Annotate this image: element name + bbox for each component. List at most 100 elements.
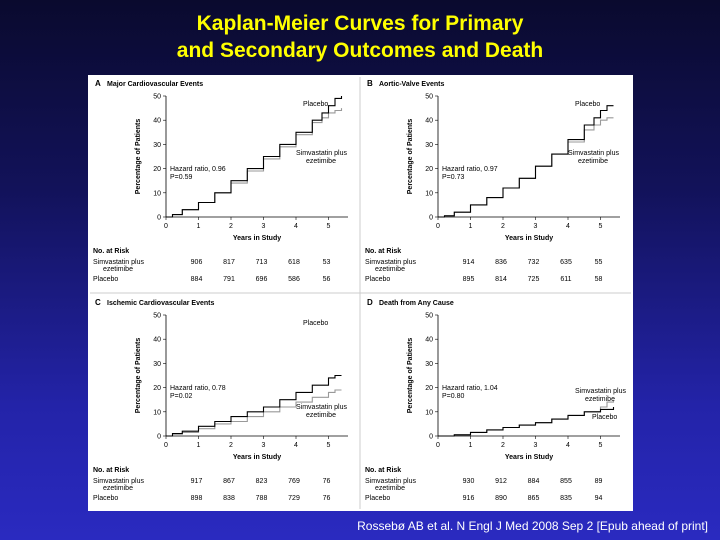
panel-d-letter: D [367, 298, 373, 307]
panel-c-title: Ischemic Cardiovascular Events [107, 300, 214, 307]
panel-b-ytick-label: 0 [429, 215, 433, 222]
panel-c-xlabel: Years in Study [233, 454, 281, 461]
panel-b-risk-placebo-value: 611 [560, 276, 571, 283]
panel-d-xtick-label: 4 [566, 442, 570, 449]
panel-a-xtick-label: 1 [197, 223, 201, 230]
panel-b-xtick-label: 4 [566, 223, 570, 230]
citation: Rossebø AB et al. N Engl J Med 2008 Sep … [357, 519, 708, 533]
panel-a-curve-placebo [166, 96, 343, 218]
panel-b-xtick-label: 5 [599, 223, 603, 230]
panel-d-risk-placebo-value: 865 [528, 495, 540, 502]
panel-c-xtick-label: 3 [262, 442, 266, 449]
panel-d-risk-placebo-value: 94 [595, 495, 603, 502]
panel-c-risk-placebo-value: 788 [256, 495, 268, 502]
panel-c-p-value: P=0.02 [170, 393, 192, 400]
panel-c-risk-simva-value: 76 [323, 478, 331, 485]
panel-d-p-value: P=0.80 [442, 393, 464, 400]
panel-c-risk-simva-value: 823 [256, 478, 268, 485]
panel-c-simva-label-1: Simvastatin plus [296, 404, 347, 411]
panel-b-p-value: P=0.73 [442, 174, 464, 181]
panel-b-risk-placebo-value: 725 [528, 276, 540, 283]
panel-c-ytick-label: 20 [153, 385, 161, 392]
figure-panel: A Major Cardiovascular Events 0 10 20 30 40 50 0… [88, 75, 633, 511]
panel-d-ytick-label: 0 [429, 434, 433, 441]
panel-c-curve-simvastatin [166, 389, 342, 437]
panel-d-title: Death from Any Cause [379, 300, 454, 307]
panel-d-placebo-label: Placebo [592, 414, 617, 421]
panel-d-ytick-label: 50 [425, 313, 433, 320]
panel-c-risk-placebo-label: Placebo [93, 495, 118, 502]
panel-d-xtick-label: 5 [599, 442, 603, 449]
panel-b-risk-simva-value: 55 [595, 259, 603, 266]
panel-c-hazard-ratio: Hazard ratio, 0.78 [170, 385, 226, 392]
panel-c-xtick-label: 2 [229, 442, 233, 449]
slide-title-line-2: and Secondary Outcomes and Death [176, 39, 544, 62]
panel-b-xtick-label: 1 [469, 223, 473, 230]
panel-d-risk-simva-value: 884 [528, 478, 540, 485]
panel-c-risk-placebo-value: 76 [323, 495, 331, 502]
panel-a-risk-header: No. at Risk [93, 248, 129, 255]
panel-b-risk-header: No. at Risk [365, 248, 401, 255]
panel-c-xtick-label: 0 [164, 442, 168, 449]
panel-a-risk-simva-label-1: Simvastatin plus [93, 259, 144, 266]
panel-a-xtick-label: 5 [327, 223, 331, 230]
panel-d-risk-simva-label-2: ezetimibe [375, 485, 405, 492]
panel-c-risk-simva-value: 917 [191, 478, 203, 485]
panel-c-risk-simva-label-2: ezetimibe [103, 485, 133, 492]
panel-b-ytick-label: 10 [425, 190, 433, 197]
panel-c-risk-simva-value: 769 [288, 478, 300, 485]
panel-b-ytick-label: 50 [425, 94, 433, 101]
panel-a-risk-simva-label-2: ezetimibe [103, 266, 133, 273]
panel-c-risk-simva-label-1: Simvastatin plus [93, 478, 144, 485]
slide-title-line-1: Kaplan-Meier Curves for Primary [196, 12, 524, 35]
panel-d-xlabel: Years in Study [505, 454, 553, 461]
panel-c-ylabel: Percentage of Patients [135, 338, 142, 414]
panel-d-risk-header: No. at Risk [365, 467, 401, 474]
panel-a-risk-placebo-value: 586 [288, 276, 300, 283]
panel-a-ylabel: Percentage of Patients [135, 119, 142, 195]
panel-b-risk-placebo-value: 58 [595, 276, 603, 283]
panel-a-risk-simva-value: 713 [256, 259, 268, 266]
panel-d-risk-simva-value: 89 [595, 478, 603, 485]
panel-b-ytick-label: 40 [425, 118, 433, 125]
panel-c-xtick-label: 5 [327, 442, 331, 449]
panel-a-xlabel: Years in Study [233, 235, 281, 242]
panel-d-simva-label-1: Simvastatin plus [575, 388, 626, 395]
panel-c-simva-label-2: ezetimibe [306, 412, 336, 419]
panel-b-ytick-label: 30 [425, 142, 433, 149]
panel-b-xlabel: Years in Study [505, 235, 553, 242]
panel-d-curve-simvastatin [438, 399, 615, 437]
panel-b-risk-simva-label-1: Simvastatin plus [365, 259, 416, 266]
panel-a-xtick-label: 3 [262, 223, 266, 230]
panel-c-ytick-label: 0 [157, 434, 161, 441]
panel-a-xtick-label: 0 [164, 223, 168, 230]
panel-a-title: Major Cardiovascular Events [107, 81, 203, 88]
panel-d-risk-placebo-label: Placebo [365, 495, 390, 502]
panel-b-ytick-label: 20 [425, 166, 433, 173]
panel-a-ytick-label: 30 [153, 142, 161, 149]
panel-d-ytick-label: 40 [425, 337, 433, 344]
panel-a-risk-simva-value: 618 [288, 259, 300, 266]
panel-c-risk-placebo-value: 838 [223, 495, 235, 502]
panel-a-ytick-label: 10 [153, 190, 161, 197]
panel-a-letter: A [95, 79, 101, 88]
panel-c-ytick-label: 10 [153, 409, 161, 416]
panel-d-xtick-label: 2 [501, 442, 505, 449]
panel-b-placebo-label: Placebo [575, 101, 600, 108]
panel-b-letter: B [367, 79, 373, 88]
panel-b-ylabel: Percentage of Patients [407, 119, 414, 195]
panel-a-hazard-ratio: Hazard ratio, 0.96 [170, 166, 226, 173]
panel-a-risk-placebo-value: 884 [191, 276, 203, 283]
panel-b-risk-simva-value: 914 [463, 259, 475, 266]
panel-b-risk-simva-value: 635 [560, 259, 572, 266]
panel-d-ytick-label: 20 [425, 385, 433, 392]
panel-a-ytick-label: 50 [153, 94, 161, 101]
panel-b-risk-placebo-label: Placebo [365, 276, 390, 283]
panel-a-p-value: P=0.59 [170, 174, 192, 181]
panel-d-risk-simva-value: 912 [495, 478, 507, 485]
panel-c-risk-header: No. at Risk [93, 467, 129, 474]
panel-c-ytick-label: 50 [153, 313, 161, 320]
panel-d-risk-placebo-value: 835 [560, 495, 572, 502]
panel-b-xtick-label: 0 [436, 223, 440, 230]
panel-d-risk-simva-label-1: Simvastatin plus [365, 478, 416, 485]
